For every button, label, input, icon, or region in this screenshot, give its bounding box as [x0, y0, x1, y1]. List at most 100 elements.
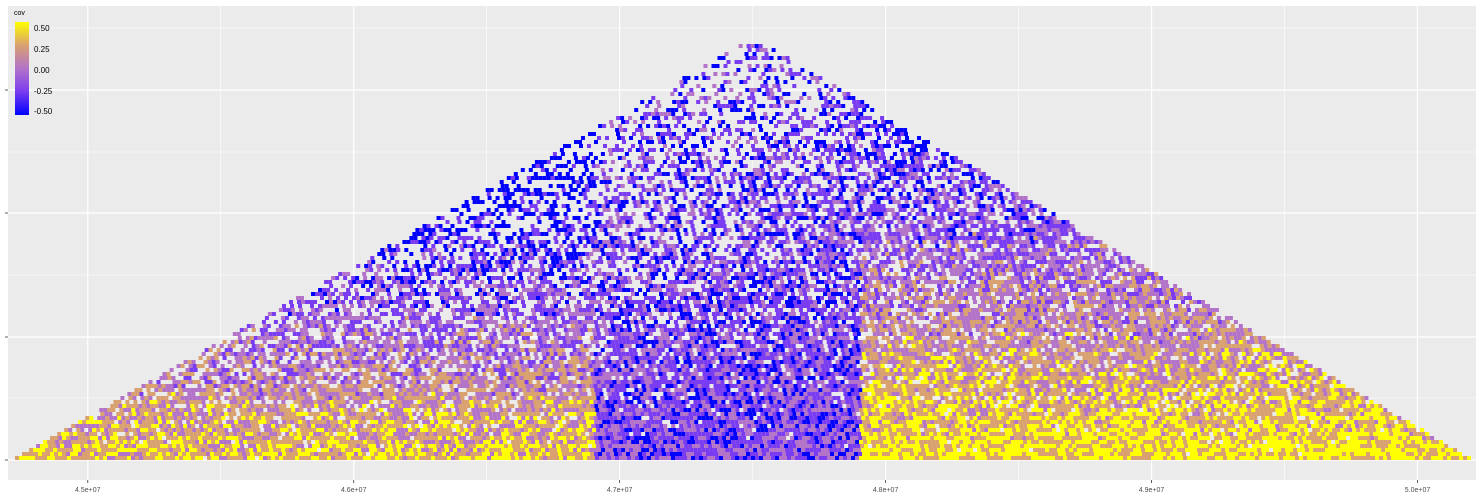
- heatmap-cell: [1055, 440, 1060, 444]
- heatmap-cell: [884, 428, 889, 432]
- heatmap-cell: [398, 420, 403, 424]
- heatmap-cell: [655, 456, 659, 460]
- heatmap-cell: [931, 408, 936, 412]
- heatmap-cell: [252, 444, 257, 448]
- heatmap-cell: [463, 408, 468, 412]
- heatmap-cell: [1331, 424, 1336, 428]
- heatmap-cell: [153, 400, 158, 404]
- heatmap-cell: [718, 436, 723, 440]
- heatmap-cell: [1354, 420, 1359, 424]
- heatmap-cell: [1344, 444, 1349, 448]
- heatmap-cell: [1186, 436, 1191, 440]
- heatmap-cell: [1159, 440, 1164, 444]
- heatmap-cell: [919, 440, 924, 444]
- heatmap-cell: [265, 448, 270, 452]
- heatmap-cell: [587, 440, 592, 444]
- heatmap-cell: [1356, 412, 1361, 416]
- heatmap-cell: [1419, 440, 1424, 444]
- heatmap-cell: [613, 432, 618, 436]
- heatmap-cell: [379, 424, 384, 428]
- heatmap-cell: [522, 436, 527, 440]
- heatmap-cell: [1134, 420, 1139, 424]
- heatmap-cell: [320, 428, 325, 432]
- heatmap-cell: [1332, 428, 1337, 432]
- heatmap-cell: [160, 412, 165, 416]
- heatmap-cell: [239, 408, 244, 412]
- heatmap-cell: [861, 400, 866, 404]
- heatmap-cell: [442, 436, 447, 440]
- heatmap-cell: [811, 408, 816, 412]
- heatmap-cell: [690, 436, 695, 440]
- heatmap-cell: [340, 444, 345, 448]
- heatmap-cell: [1253, 432, 1258, 436]
- heatmap-cell: [720, 428, 725, 432]
- heatmap-cell: [701, 400, 706, 404]
- heatmap-cell: [863, 456, 867, 460]
- heatmap-cell: [283, 440, 288, 444]
- heatmap-cell: [500, 412, 505, 416]
- heatmap-cell: [1236, 444, 1241, 448]
- heatmap-cell: [851, 440, 856, 444]
- heatmap-cell: [640, 444, 645, 448]
- heatmap-cell: [226, 452, 230, 456]
- heatmap-cell: [499, 456, 503, 460]
- heatmap-cell: [131, 456, 135, 460]
- heatmap-cell: [1038, 404, 1043, 408]
- heatmap-cell: [1372, 412, 1377, 416]
- heatmap-cell: [1157, 400, 1162, 404]
- heatmap-cell: [1173, 416, 1178, 420]
- heatmap-cell: [1031, 408, 1036, 412]
- heatmap-cell: [469, 400, 474, 404]
- heatmap-cell: [425, 400, 430, 404]
- heatmap-cell: [1297, 448, 1302, 452]
- heatmap-cell: [654, 420, 659, 424]
- heatmap-cell: [322, 420, 327, 424]
- heatmap-cell: [98, 420, 103, 424]
- heatmap-cell: [572, 396, 577, 400]
- heatmap-cell: [876, 444, 881, 448]
- heatmap-cell: [1143, 440, 1148, 444]
- heatmap-cell: [885, 448, 890, 452]
- heatmap-cell: [1093, 400, 1098, 404]
- heatmap-cell: [987, 424, 992, 428]
- heatmap-cell: [1295, 456, 1299, 460]
- heatmap-cell: [408, 412, 413, 416]
- heatmap-cell: [1218, 420, 1223, 424]
- heatmap-cell: [640, 428, 645, 432]
- heatmap-cell: [726, 452, 730, 456]
- heatmap-cell: [599, 408, 604, 412]
- heatmap-cell: [356, 396, 361, 400]
- heatmap-cell: [410, 452, 414, 456]
- heatmap-cell: [783, 424, 788, 428]
- heatmap-cell: [709, 432, 714, 436]
- heatmap-cell: [993, 432, 998, 436]
- heatmap-cell: [563, 408, 568, 412]
- heatmap-cell: [1032, 428, 1037, 432]
- heatmap-cell: [212, 412, 217, 416]
- heatmap-cell: [1027, 440, 1032, 444]
- heatmap-cell: [134, 420, 139, 424]
- heatmap-cell: [453, 400, 458, 404]
- heatmap-cell: [306, 436, 311, 440]
- heatmap-cell: [523, 440, 528, 444]
- heatmap-cell: [472, 444, 477, 448]
- heatmap-cell: [1249, 416, 1254, 420]
- heatmap-cell: [766, 436, 771, 440]
- heatmap-cell: [155, 424, 160, 428]
- heatmap-cell: [1140, 412, 1145, 416]
- heatmap-cell: [269, 416, 274, 420]
- heatmap-cell: [378, 404, 383, 408]
- heatmap-cell: [1158, 404, 1163, 408]
- heatmap-cell: [165, 432, 170, 436]
- heatmap-cell: [1449, 448, 1454, 452]
- heatmap-cell: [1373, 416, 1378, 420]
- heatmap-cell: [1376, 412, 1381, 416]
- heatmap-cell: [1123, 456, 1127, 460]
- heatmap-cell: [198, 436, 203, 440]
- heatmap-cell: [1080, 428, 1085, 432]
- heatmap-cell: [259, 440, 264, 444]
- heatmap-cell: [1282, 404, 1287, 408]
- heatmap-cell: [944, 428, 949, 432]
- heatmap-cell: [1231, 424, 1236, 428]
- heatmap-cell: [626, 436, 631, 440]
